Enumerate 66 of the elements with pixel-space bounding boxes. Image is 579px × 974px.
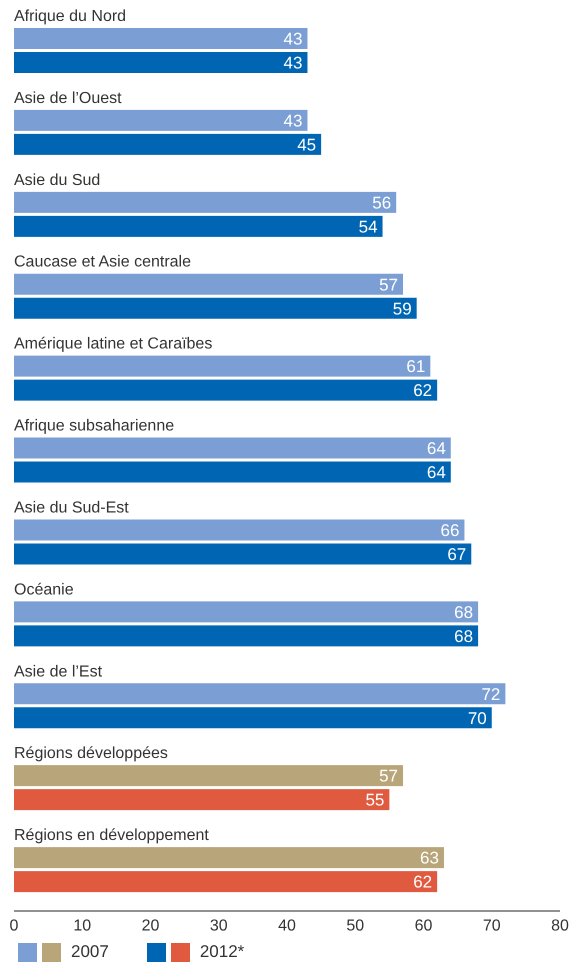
data-label: 57 bbox=[379, 275, 398, 294]
bar bbox=[14, 28, 308, 49]
bar bbox=[14, 298, 417, 319]
bar bbox=[14, 192, 396, 213]
x-tick-label: 10 bbox=[73, 917, 92, 934]
bar bbox=[14, 274, 404, 295]
x-tick-label: 60 bbox=[414, 917, 432, 934]
x-tick-label: 80 bbox=[551, 917, 569, 934]
y-tick-label: Caucase et Asie centrale bbox=[14, 254, 192, 271]
data-label: 64 bbox=[426, 463, 446, 482]
data-label: 54 bbox=[358, 217, 378, 236]
y-tick-label: Afrique subsaharienne bbox=[14, 418, 174, 435]
bar bbox=[14, 543, 472, 564]
data-label: 56 bbox=[372, 193, 392, 212]
data-label: 59 bbox=[392, 299, 412, 318]
y-tick-label: Océanie bbox=[14, 581, 74, 598]
data-label: 45 bbox=[297, 135, 316, 154]
bar bbox=[14, 789, 390, 810]
bar bbox=[14, 438, 451, 459]
data-label: 72 bbox=[481, 684, 500, 704]
y-tick-label: Régions en développement bbox=[14, 827, 210, 844]
y-tick-label: Asie de l’Ouest bbox=[14, 90, 122, 107]
data-label: 62 bbox=[413, 381, 432, 400]
x-tick-label: 20 bbox=[142, 917, 160, 934]
bar bbox=[14, 134, 322, 155]
y-tick-label: Amérique latine et Caraïbes bbox=[14, 336, 212, 353]
data-label: 67 bbox=[447, 544, 466, 564]
data-label: 66 bbox=[440, 520, 460, 540]
bar bbox=[14, 847, 444, 868]
x-tick-label: 0 bbox=[10, 917, 19, 934]
data-label: 43 bbox=[284, 111, 302, 130]
data-label: 68 bbox=[454, 626, 474, 646]
data-label: 61 bbox=[406, 357, 426, 376]
data-label: 63 bbox=[420, 848, 439, 868]
bar bbox=[14, 683, 506, 704]
bar bbox=[14, 380, 438, 401]
bar bbox=[14, 356, 430, 377]
bar bbox=[14, 871, 438, 892]
data-label: 70 bbox=[468, 708, 487, 728]
y-tick-label: Asie du Sud-Est bbox=[14, 499, 130, 516]
data-label: 62 bbox=[413, 872, 432, 892]
bar bbox=[14, 519, 464, 540]
data-label: 55 bbox=[365, 790, 384, 810]
legend-label: 2012* bbox=[200, 942, 244, 962]
x-tick-label: 30 bbox=[210, 917, 228, 934]
bar bbox=[14, 707, 492, 728]
x-tick-label: 50 bbox=[346, 917, 364, 934]
data-label: 68 bbox=[454, 602, 474, 622]
bar bbox=[14, 110, 308, 131]
bar bbox=[14, 625, 478, 646]
y-tick-label: Régions développées bbox=[14, 745, 168, 762]
bar bbox=[14, 52, 308, 73]
bar bbox=[14, 462, 451, 483]
y-tick-label: Asie du Sud bbox=[14, 172, 100, 189]
x-tick-label: 40 bbox=[278, 917, 296, 934]
x-tick-label: 70 bbox=[482, 917, 501, 934]
bar bbox=[14, 216, 383, 237]
data-label: 43 bbox=[284, 30, 302, 49]
bar bbox=[14, 601, 478, 622]
data-label: 43 bbox=[284, 54, 302, 73]
y-tick-label: Afrique du Nord bbox=[14, 8, 126, 25]
data-label: 64 bbox=[426, 439, 446, 458]
y-tick-label: Asie de l’Est bbox=[14, 663, 103, 680]
data-label: 57 bbox=[379, 766, 398, 786]
legend-label: 2007 bbox=[71, 942, 109, 962]
bar bbox=[14, 765, 404, 786]
